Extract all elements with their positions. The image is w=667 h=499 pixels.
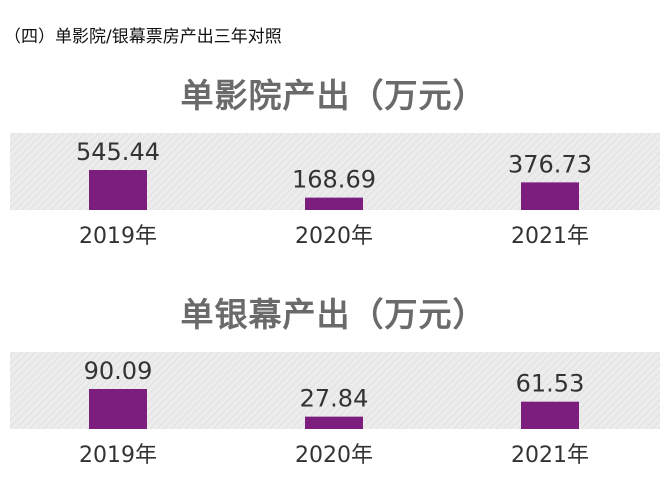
data-label-1: 90.09 [84, 357, 153, 385]
bar-3 [521, 401, 579, 429]
bar-3 [521, 182, 579, 210]
category-label-2: 2020年 [295, 443, 373, 468]
bar-2 [305, 416, 363, 429]
chart-title: 单影院产出（万元） [180, 76, 487, 115]
category-label-3: 2021年 [511, 443, 589, 468]
category-label-2: 2020年 [295, 224, 373, 249]
chart-cinema-output: 单影院产出（万元） 545.44 2019年 168.69 2020年 376.73 20… [0, 55, 667, 280]
chart-plot: 545.44 2019年 168.69 2020年 376.73 2021年 [10, 133, 660, 249]
data-label-3: 61.53 [516, 370, 585, 398]
bar-1 [89, 389, 147, 429]
data-label-1: 545.44 [76, 138, 160, 166]
chart-title: 单银幕产出（万元） [180, 295, 487, 334]
data-label-2: 168.69 [292, 166, 376, 194]
chart-plot: 90.09 2019年 27.84 2020年 61.53 2021年 [10, 352, 660, 468]
data-label-2: 27.84 [300, 385, 369, 413]
data-label-3: 376.73 [508, 150, 592, 178]
category-label-3: 2021年 [511, 224, 589, 249]
page-heading: （四）单影院/银幕票房产出三年对照 [4, 27, 282, 47]
bar-1 [89, 170, 147, 210]
chart-screen-output: 单银幕产出（万元） 90.09 2019年 27.84 2020年 61.53 2021年 [0, 274, 667, 499]
category-label-1: 2019年 [79, 224, 157, 249]
category-label-1: 2019年 [79, 443, 157, 468]
bar-2 [305, 197, 363, 210]
